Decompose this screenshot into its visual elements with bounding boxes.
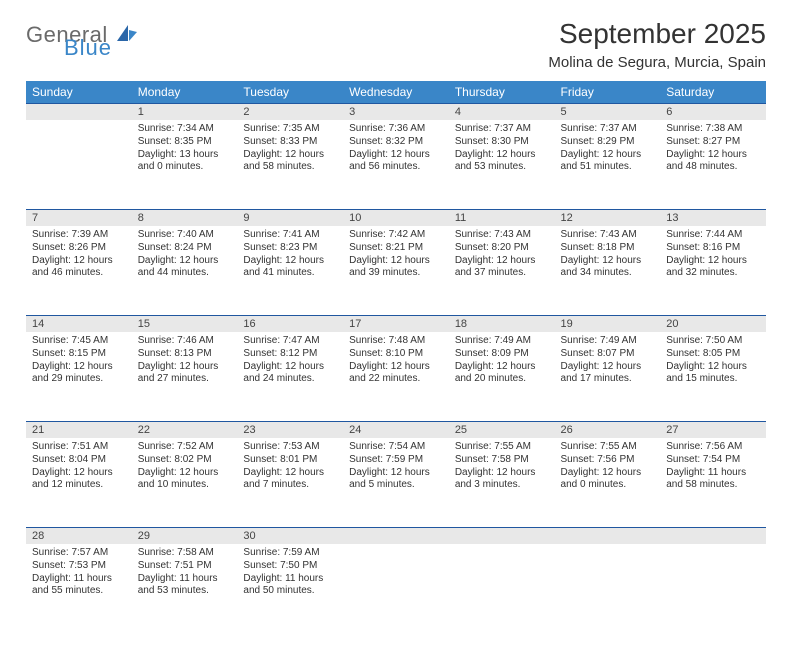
- title-block: September 2025 Molina de Segura, Murcia,…: [548, 18, 766, 71]
- day-content-cell: [343, 544, 449, 633]
- day-content-cell: Sunrise: 7:43 AMSunset: 8:18 PMDaylight:…: [555, 226, 661, 316]
- day-number-cell: 16: [237, 316, 343, 333]
- day-content-cell: Sunrise: 7:35 AMSunset: 8:33 PMDaylight:…: [237, 120, 343, 210]
- day-content-cell: Sunrise: 7:38 AMSunset: 8:27 PMDaylight:…: [660, 120, 766, 210]
- day-number-cell: [343, 528, 449, 545]
- day-content-cell: Sunrise: 7:53 AMSunset: 8:01 PMDaylight:…: [237, 438, 343, 528]
- day-content-cell: Sunrise: 7:58 AMSunset: 7:51 PMDaylight:…: [132, 544, 238, 633]
- day-content-cell: Sunrise: 7:49 AMSunset: 8:09 PMDaylight:…: [449, 332, 555, 422]
- day-number-cell: [449, 528, 555, 545]
- weekday-header: Friday: [555, 81, 661, 104]
- day-number-cell: 20: [660, 316, 766, 333]
- month-title: September 2025: [548, 18, 766, 50]
- day-number-cell: 6: [660, 104, 766, 121]
- day-number-cell: 13: [660, 210, 766, 227]
- day-content-cell: Sunrise: 7:44 AMSunset: 8:16 PMDaylight:…: [660, 226, 766, 316]
- day-number-cell: 1: [132, 104, 238, 121]
- day-content-cell: Sunrise: 7:41 AMSunset: 8:23 PMDaylight:…: [237, 226, 343, 316]
- day-content-cell: Sunrise: 7:39 AMSunset: 8:26 PMDaylight:…: [26, 226, 132, 316]
- calendar-head: SundayMondayTuesdayWednesdayThursdayFrid…: [26, 81, 766, 104]
- day-number-cell: 27: [660, 422, 766, 439]
- day-number-cell: 23: [237, 422, 343, 439]
- day-content-cell: Sunrise: 7:55 AMSunset: 7:56 PMDaylight:…: [555, 438, 661, 528]
- day-content-cell: Sunrise: 7:34 AMSunset: 8:35 PMDaylight:…: [132, 120, 238, 210]
- location-label: Molina de Segura, Murcia, Spain: [548, 54, 766, 71]
- page-header: General Blue September 2025 Molina de Se…: [26, 18, 766, 71]
- day-number-cell: 22: [132, 422, 238, 439]
- day-number-cell: 30: [237, 528, 343, 545]
- day-number-cell: 28: [26, 528, 132, 545]
- day-number-cell: 15: [132, 316, 238, 333]
- weekday-header: Tuesday: [237, 81, 343, 104]
- day-content-cell: Sunrise: 7:59 AMSunset: 7:50 PMDaylight:…: [237, 544, 343, 633]
- day-content-cell: Sunrise: 7:48 AMSunset: 8:10 PMDaylight:…: [343, 332, 449, 422]
- day-number-cell: 2: [237, 104, 343, 121]
- day-number-cell: 7: [26, 210, 132, 227]
- day-number-cell: 29: [132, 528, 238, 545]
- calendar-table: SundayMondayTuesdayWednesdayThursdayFrid…: [26, 81, 766, 633]
- day-number-cell: 19: [555, 316, 661, 333]
- day-number-cell: 4: [449, 104, 555, 121]
- day-number-cell: [660, 528, 766, 545]
- day-number-cell: 10: [343, 210, 449, 227]
- day-number-cell: 11: [449, 210, 555, 227]
- logo-text-blue: Blue: [64, 39, 138, 58]
- day-number-cell: 17: [343, 316, 449, 333]
- day-number-cell: 26: [555, 422, 661, 439]
- day-number-cell: 24: [343, 422, 449, 439]
- day-content-cell: Sunrise: 7:49 AMSunset: 8:07 PMDaylight:…: [555, 332, 661, 422]
- weekday-header: Wednesday: [343, 81, 449, 104]
- day-content-cell: Sunrise: 7:51 AMSunset: 8:04 PMDaylight:…: [26, 438, 132, 528]
- day-number-cell: 18: [449, 316, 555, 333]
- day-content-cell: [555, 544, 661, 633]
- day-content-cell: Sunrise: 7:50 AMSunset: 8:05 PMDaylight:…: [660, 332, 766, 422]
- logo: General Blue: [26, 24, 138, 57]
- day-content-cell: Sunrise: 7:40 AMSunset: 8:24 PMDaylight:…: [132, 226, 238, 316]
- day-number-cell: 9: [237, 210, 343, 227]
- day-content-cell: [449, 544, 555, 633]
- day-number-cell: [555, 528, 661, 545]
- day-number-cell: 5: [555, 104, 661, 121]
- day-number-cell: 8: [132, 210, 238, 227]
- day-content-cell: Sunrise: 7:45 AMSunset: 8:15 PMDaylight:…: [26, 332, 132, 422]
- day-content-cell: Sunrise: 7:47 AMSunset: 8:12 PMDaylight:…: [237, 332, 343, 422]
- day-number-cell: 25: [449, 422, 555, 439]
- day-content-cell: Sunrise: 7:56 AMSunset: 7:54 PMDaylight:…: [660, 438, 766, 528]
- weekday-header: Saturday: [660, 81, 766, 104]
- calendar-page: General Blue September 2025 Molina de Se…: [0, 0, 792, 651]
- day-content-cell: Sunrise: 7:42 AMSunset: 8:21 PMDaylight:…: [343, 226, 449, 316]
- weekday-header: Thursday: [449, 81, 555, 104]
- day-content-cell: Sunrise: 7:36 AMSunset: 8:32 PMDaylight:…: [343, 120, 449, 210]
- day-number-cell: 21: [26, 422, 132, 439]
- day-content-cell: Sunrise: 7:52 AMSunset: 8:02 PMDaylight:…: [132, 438, 238, 528]
- day-number-cell: 3: [343, 104, 449, 121]
- day-content-cell: Sunrise: 7:54 AMSunset: 7:59 PMDaylight:…: [343, 438, 449, 528]
- day-content-cell: [26, 120, 132, 210]
- day-number-cell: 14: [26, 316, 132, 333]
- day-content-cell: Sunrise: 7:55 AMSunset: 7:58 PMDaylight:…: [449, 438, 555, 528]
- weekday-header: Monday: [132, 81, 238, 104]
- day-content-cell: Sunrise: 7:57 AMSunset: 7:53 PMDaylight:…: [26, 544, 132, 633]
- day-number-cell: 12: [555, 210, 661, 227]
- weekday-header: Sunday: [26, 81, 132, 104]
- day-content-cell: Sunrise: 7:46 AMSunset: 8:13 PMDaylight:…: [132, 332, 238, 422]
- calendar-body: 123456Sunrise: 7:34 AMSunset: 8:35 PMDay…: [26, 104, 766, 634]
- day-number-cell: [26, 104, 132, 121]
- day-content-cell: Sunrise: 7:37 AMSunset: 8:30 PMDaylight:…: [449, 120, 555, 210]
- day-content-cell: Sunrise: 7:37 AMSunset: 8:29 PMDaylight:…: [555, 120, 661, 210]
- day-content-cell: Sunrise: 7:43 AMSunset: 8:20 PMDaylight:…: [449, 226, 555, 316]
- day-content-cell: [660, 544, 766, 633]
